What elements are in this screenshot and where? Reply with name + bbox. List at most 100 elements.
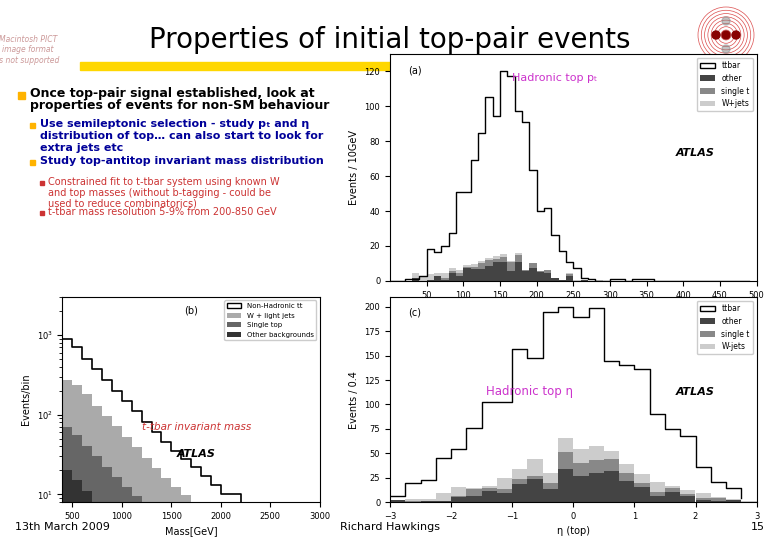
Bar [481,488,497,491]
Bar [604,471,619,502]
Text: Macintosh PICT
image format
is not supported: Macintosh PICT image format is not suppo… [0,35,59,65]
Bar [463,265,470,267]
Bar [448,271,456,273]
Bar [515,255,522,262]
Bar [478,261,485,263]
Bar [161,478,172,524]
Bar [82,394,92,446]
Bar [466,489,481,496]
X-axis label: Mass[GeV]: Mass[GeV] [165,526,218,536]
Bar [711,501,726,502]
Bar [142,507,151,540]
Bar [507,271,515,281]
Bar [515,253,522,255]
Bar [522,269,530,271]
Bar [558,469,573,502]
Bar [481,491,497,502]
Bar [448,268,456,271]
Bar [436,501,451,502]
Bar [619,481,634,502]
Bar [650,482,665,492]
Text: t-tbar mass resolution 5-9% from 200-850 GeV: t-tbar mass resolution 5-9% from 200-850… [48,207,277,217]
X-axis label: pt (top) [GeV]: pt (top) [GeV] [539,305,608,315]
Bar [566,276,573,281]
Bar [680,496,696,502]
Bar [132,447,142,496]
Bar [73,481,82,540]
Bar [181,495,191,538]
Text: (c): (c) [409,307,421,318]
Bar [451,497,466,502]
Bar [62,427,73,470]
Text: 13th March 2009: 13th March 2009 [15,522,110,532]
Bar [512,469,527,479]
Bar [132,496,142,540]
Bar [112,427,122,477]
Bar [507,262,515,271]
Bar [573,463,589,476]
Text: extra jets etc: extra jets etc [40,143,123,153]
Bar [122,487,132,531]
Bar [589,446,604,460]
Bar [434,273,441,276]
Bar [191,507,201,540]
Legend: Non-Hadronic tt, W + light jets, Single top, Other backgrounds: Non-Hadronic tt, W + light jets, Single … [225,300,317,340]
Bar [595,280,603,281]
Bar [172,531,181,540]
Bar [665,492,680,502]
Bar [530,263,537,264]
Bar [18,92,25,99]
Bar [436,494,451,501]
Bar [558,280,566,281]
Bar [92,502,102,540]
Text: t-tbar invariant mass: t-tbar invariant mass [142,422,251,433]
Circle shape [732,31,740,39]
Bar [696,494,711,498]
Text: Properties of initial top-pair events: Properties of initial top-pair events [149,26,631,54]
Bar [650,496,665,502]
Text: (a): (a) [409,65,422,76]
Text: (b): (b) [184,306,198,315]
Bar [441,278,448,280]
Text: distribution of top… can also start to look for: distribution of top… can also start to l… [40,131,324,141]
Bar [466,488,481,489]
Bar [102,467,112,512]
Bar [665,488,680,492]
Bar [507,261,515,262]
Bar [211,523,221,540]
Bar [181,538,191,540]
Bar [390,500,406,502]
Circle shape [722,31,730,39]
Bar [680,490,696,495]
Bar [406,499,420,501]
Bar [543,489,558,502]
Text: used to reduce combinatorics): used to reduce combinatorics) [48,199,197,209]
Bar [500,254,507,257]
Bar [441,273,448,278]
Legend: ttbar, other, single t, W-jets: ttbar, other, single t, W-jets [697,301,753,354]
Bar [412,278,420,281]
Bar [122,437,132,487]
Bar [478,263,485,269]
Bar [566,273,573,274]
Bar [451,496,466,497]
Text: Study top-antitop invariant mass distribution: Study top-antitop invariant mass distrib… [40,156,324,166]
Bar [102,512,112,540]
Y-axis label: Events/bin: Events/bin [21,374,31,426]
Text: 15: 15 [751,522,765,532]
Bar [485,266,493,281]
Y-axis label: Events / 10GeV: Events / 10GeV [349,130,359,205]
Bar [537,271,544,272]
Text: ATLAS: ATLAS [676,148,714,158]
Text: properties of events for non-SM behaviour: properties of events for non-SM behaviou… [30,98,329,111]
Bar [82,491,92,540]
Circle shape [712,31,720,39]
Bar [741,501,757,502]
Bar [619,474,634,481]
Bar [634,475,650,483]
Bar [522,271,530,281]
Text: Once top-pair signal established, look at: Once top-pair signal established, look a… [30,87,314,100]
Text: ATLAS: ATLAS [676,388,714,397]
Bar [696,500,711,502]
Bar [604,451,619,459]
